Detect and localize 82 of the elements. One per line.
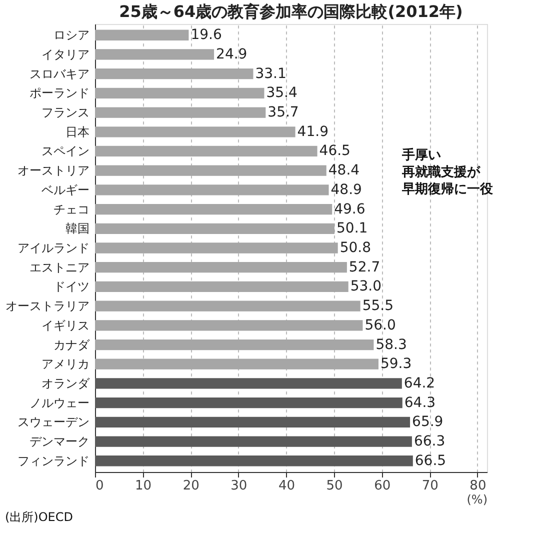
data-label: 49.6: [334, 201, 366, 218]
data-label: 35.4: [266, 85, 298, 102]
bar: [95, 320, 363, 331]
x-tick-label: 50: [326, 478, 343, 494]
bar: [95, 378, 402, 389]
data-label: 50.8: [340, 240, 372, 256]
bar: [95, 88, 264, 99]
y-tick-label: イギリス: [42, 318, 90, 332]
bar: [95, 223, 334, 234]
y-tick-label: イタリア: [42, 47, 90, 62]
bar: [95, 242, 338, 254]
y-tick-label: アイルランド: [18, 241, 90, 255]
bar: [95, 436, 412, 447]
bar: [95, 262, 347, 273]
y-tick-label: デンマーク: [30, 434, 90, 449]
y-tick-label: ベルギー: [42, 182, 90, 197]
data-label: 35.7: [268, 104, 299, 121]
data-label: 48.4: [328, 162, 360, 179]
y-tick-label: オーストリア: [18, 164, 90, 178]
data-label: 41.9: [297, 124, 328, 140]
bar: [95, 281, 348, 292]
bar: [95, 107, 266, 118]
data-label: 64.2: [404, 375, 436, 392]
y-tick-label: スロバキア: [30, 66, 90, 81]
y-tick-label: ドイツ: [54, 280, 90, 294]
bar: [95, 339, 374, 350]
bar: [95, 146, 318, 157]
y-tick-label: 韓国: [66, 222, 90, 236]
bar: [95, 68, 254, 80]
x-tick-label: 30: [230, 478, 248, 494]
y-tick-label: オランダ: [42, 376, 90, 390]
y-tick-label: ロシア: [54, 28, 90, 42]
x-tick-label: 20: [182, 478, 200, 494]
y-tick-label: アメリカ: [42, 357, 90, 372]
x-tick-label: 60: [374, 478, 391, 494]
data-label: 66.5: [414, 452, 446, 469]
y-tick-label: フィンランド: [18, 454, 90, 468]
x-tick-label: 0: [96, 478, 104, 494]
data-label: 53.0: [350, 278, 382, 295]
data-label: 50.1: [336, 220, 368, 237]
bar: [95, 204, 332, 215]
x-axis-title: (%): [466, 492, 488, 506]
bar: [95, 397, 402, 408]
y-tick-label: スペイン: [42, 144, 90, 158]
text: (出所)OECD: [5, 510, 74, 524]
x-tick-label: 70: [422, 478, 438, 494]
data-label: 65.9: [412, 414, 444, 430]
bar: [95, 456, 413, 466]
data-label: 33.1: [255, 66, 286, 82]
x-tick-label: 40: [278, 478, 295, 494]
y-tick-label: チェコ: [54, 202, 90, 216]
bar: [95, 416, 410, 428]
data-label: 56.0: [364, 317, 396, 334]
data-label: 66.3: [414, 434, 446, 450]
data-label: 58.3: [376, 336, 407, 353]
x-tick-label: 10: [135, 478, 152, 494]
data-label: 55.5: [362, 298, 394, 314]
bar: [95, 165, 326, 176]
y-tick-label: エストニア: [30, 260, 90, 274]
data-label: 24.9: [216, 46, 248, 62]
y-tick-label: フランス: [42, 106, 90, 120]
data-label: 52.7: [348, 259, 380, 276]
y-tick-label: スウェーデン: [18, 415, 90, 430]
bar: [95, 126, 296, 138]
bar: [95, 184, 329, 196]
data-label: 64.3: [404, 394, 436, 411]
x-tick-label: 80: [470, 478, 486, 494]
data-label: 46.5: [319, 143, 350, 160]
y-tick-label: ノルウェー: [30, 396, 90, 410]
data-label: 59.3: [380, 356, 412, 372]
y-tick-label: ポーランド: [30, 86, 90, 100]
bar: [95, 30, 189, 40]
y-tick-label: カナダ: [54, 338, 90, 352]
data-label: 19.6: [190, 27, 222, 44]
bar: [95, 300, 360, 312]
bar: [95, 49, 214, 60]
y-tick-label: オーストラリア: [6, 299, 90, 314]
y-tick-label: 日本: [66, 124, 90, 139]
data-label: 48.9: [330, 182, 362, 198]
chart-title: 25歳～64歳の教育参加率の国際比較(2012年): [119, 2, 463, 21]
annotation: 手厚い再就職支援が早期復帰に一役: [401, 147, 494, 197]
bar: [95, 358, 378, 370]
